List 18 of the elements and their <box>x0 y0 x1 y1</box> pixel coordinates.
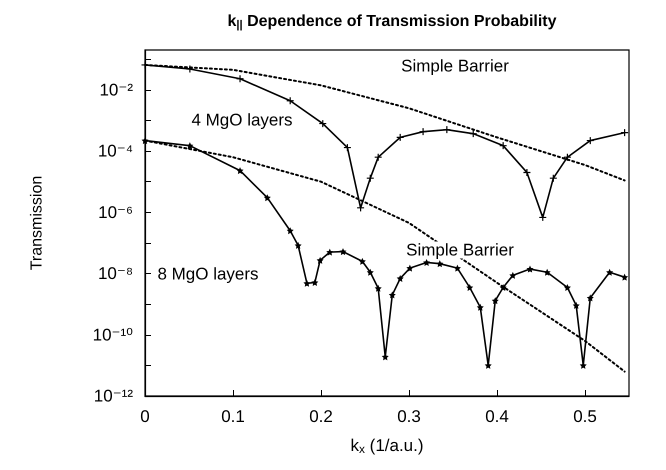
x-tick-label: 0.5 <box>573 407 597 426</box>
y-tick-label: 10⁻² <box>99 80 134 100</box>
y-tick-label: 10⁻⁶ <box>98 202 133 222</box>
x-tick-label: 0 <box>140 407 150 426</box>
annotation: 4 MgO layers <box>191 110 293 130</box>
x-tick-label: 0.1 <box>221 407 245 426</box>
y-tick-label: 10⁻⁸ <box>98 264 133 284</box>
y-tick-label: 10⁻⁴ <box>98 142 133 161</box>
y-axis-title: Transmission <box>28 176 46 270</box>
x-tick-label: 0.4 <box>485 407 509 426</box>
x-tick-label: 0.3 <box>397 407 421 426</box>
y-tick-label: 10⁻¹² <box>94 386 134 406</box>
annotation: Simple Barrier <box>401 56 510 76</box>
chart-title: k|| Dependence of Transmission Probability <box>227 13 557 31</box>
annotation: Simple Barrier <box>406 240 514 260</box>
annotation: 8 MgO layers <box>157 264 259 284</box>
y-tick-label: 10⁻¹⁰ <box>92 325 134 344</box>
x-tick-label: 0.2 <box>309 407 333 426</box>
